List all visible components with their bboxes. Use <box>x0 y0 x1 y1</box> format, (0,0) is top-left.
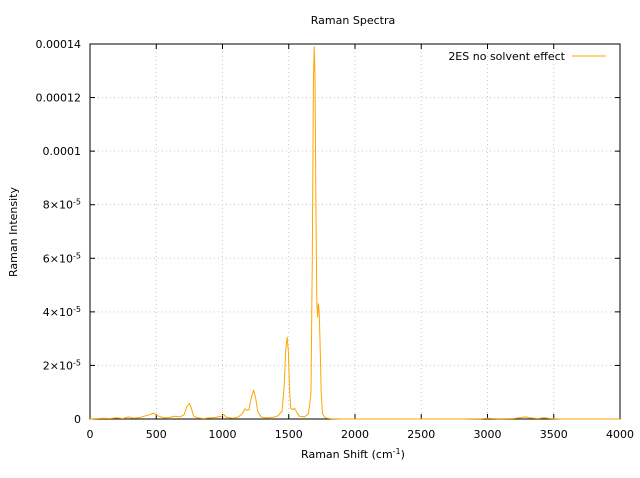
y-tick-label: 4×10-5 <box>43 305 81 319</box>
y-tick-label-mantissa: 6×10 <box>43 252 73 265</box>
legend-label: 2ES no solvent effect <box>448 50 565 63</box>
y-tick-label-exponent: -5 <box>73 358 81 367</box>
x-axis-title-sup: -1 <box>393 447 401 456</box>
y-tick-label-mantissa: 0.00014 <box>36 38 82 51</box>
y-tick-label-mantissa: 0.00012 <box>36 92 82 105</box>
x-axis-title-close: ) <box>401 448 405 461</box>
y-tick-label-mantissa: 4×10 <box>43 306 73 319</box>
series-layer <box>89 46 620 420</box>
y-tick-label: 6×10-5 <box>43 251 81 265</box>
x-tick-label: 3500 <box>540 428 568 441</box>
tick-marks <box>89 43 621 420</box>
x-tick-label: 500 <box>146 428 167 441</box>
y-tick-label-exponent: -5 <box>73 305 81 314</box>
x-tick-label: 4000 <box>606 428 634 441</box>
y-tick-label: 0.00014 <box>36 38 82 51</box>
y-tick-label-exponent: -5 <box>73 198 81 207</box>
y-tick-label-exponent: -5 <box>73 251 81 260</box>
y-tick-label-mantissa: 0.0001 <box>43 145 82 158</box>
y-tick-label-mantissa: 2×10 <box>43 359 73 372</box>
y-tick-label: 2×10-5 <box>43 358 81 372</box>
x-axis-title-main: Raman Shift (cm <box>301 448 393 461</box>
y-tick-label: 0 <box>74 413 81 426</box>
y-tick-labels: 02×10-54×10-56×10-58×10-50.00010.000120.… <box>36 38 82 426</box>
x-axis-title: Raman Shift (cm-1) <box>301 447 405 461</box>
x-tick-label: 3000 <box>474 428 502 441</box>
series-line <box>89 46 620 420</box>
legend: 2ES no solvent effect <box>448 50 606 63</box>
x-tick-label: 1000 <box>209 428 237 441</box>
y-tick-label: 0.00012 <box>36 92 82 105</box>
chart-title: Raman Spectra <box>311 14 395 27</box>
x-tick-labels: 0 500 1000 1500 2000 2500 3000 3500 4000 <box>87 428 635 441</box>
grid <box>90 44 620 419</box>
y-tick-label-mantissa: 8×10 <box>43 199 73 212</box>
y-tick-label: 0.0001 <box>43 145 82 158</box>
y-tick-label-mantissa: 0 <box>74 413 81 426</box>
y-tick-label: 8×10-5 <box>43 198 81 212</box>
x-tick-label: 2000 <box>341 428 369 441</box>
x-tick-label: 2500 <box>407 428 435 441</box>
x-tick-label: 0 <box>87 428 94 441</box>
y-axis-title: Raman Intensity <box>7 187 20 277</box>
x-tick-label: 1500 <box>275 428 303 441</box>
